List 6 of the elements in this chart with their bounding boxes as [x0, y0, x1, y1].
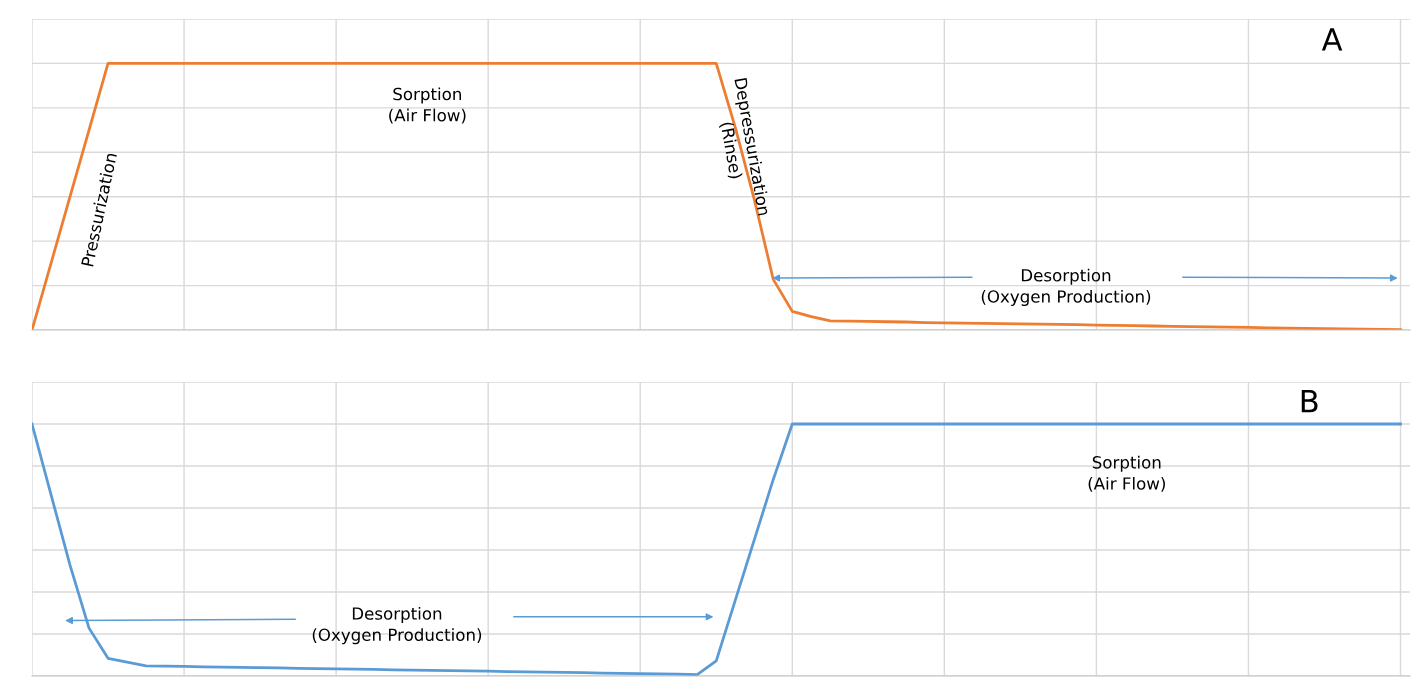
- annotation: Desorption (Oxygen Production): [981, 268, 1151, 307]
- text: A: [1321, 28, 1343, 51]
- annotation: Sorption (Air Flow): [1088, 455, 1165, 492]
- annotation: Desorption (Oxygen Production): [312, 606, 482, 645]
- text: B: [1301, 389, 1318, 413]
- annotation: Sorption (Air Flow): [389, 87, 466, 124]
